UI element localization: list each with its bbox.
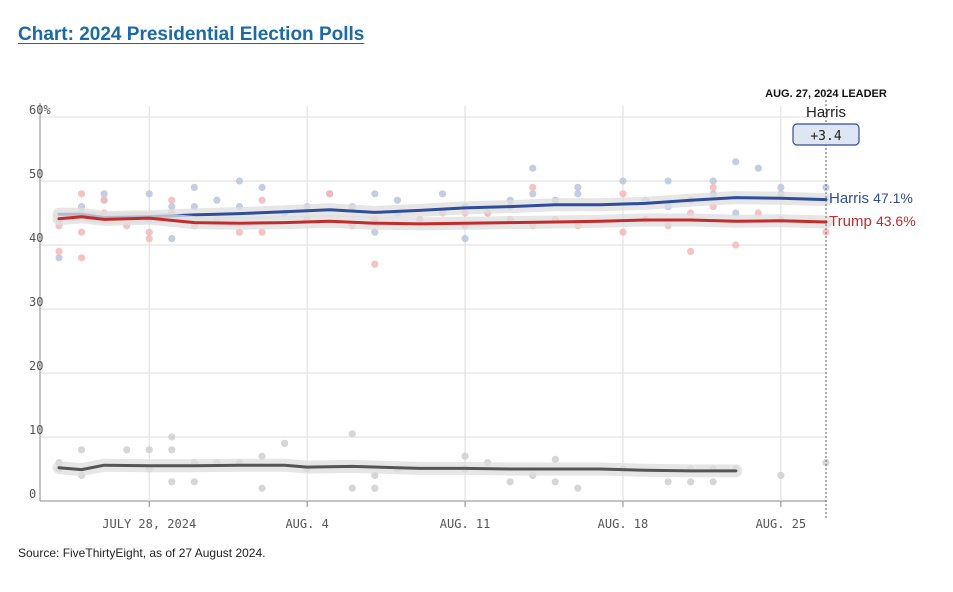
trump-end-label-name: Trump xyxy=(829,213,876,230)
harris-end-label: Harris 47.1% xyxy=(829,190,913,207)
kennedy-poll-point xyxy=(551,478,559,486)
harris-poll-point xyxy=(777,183,785,191)
harris-poll-point xyxy=(393,196,401,204)
x-tick-label: AUG. 25 xyxy=(756,517,807,531)
kennedy-poll-point xyxy=(461,452,469,460)
trump-end-label: Trump 43.6% xyxy=(829,213,916,230)
harris-poll-point xyxy=(732,158,740,166)
harris-end-label-value: 47.1% xyxy=(873,190,913,206)
trump-poll-point xyxy=(619,190,627,198)
trump-poll-point xyxy=(77,254,86,262)
trump-poll-point xyxy=(709,183,717,191)
y-tick-label: 40 xyxy=(29,231,43,245)
kennedy-poll-point xyxy=(709,478,717,486)
trend-lines xyxy=(52,191,833,478)
harris-poll-point xyxy=(619,177,627,185)
y-tick-label: 60% xyxy=(29,103,51,117)
kennedy-poll-point xyxy=(777,471,785,479)
kennedy-poll-point xyxy=(145,446,153,454)
kennedy-poll-point xyxy=(371,484,379,492)
leader-margin-badge xyxy=(792,123,860,146)
harris-poll-point xyxy=(213,196,221,204)
kennedy-poll-point xyxy=(168,433,176,441)
x-axis: JULY 28, 2024 AUG. 4 AUG. 11 AUG. 18 AUG. 25 xyxy=(102,517,806,531)
harris-poll-point xyxy=(664,177,672,185)
trump-poll-point xyxy=(732,241,740,249)
kennedy-average-line xyxy=(57,463,738,473)
harris-poll-point xyxy=(235,177,244,185)
harris-end-label-name: Harris xyxy=(829,190,873,207)
trump-poll-point xyxy=(326,190,334,198)
harris-poll-point xyxy=(100,190,108,198)
trump-poll-point xyxy=(235,228,244,236)
harris-poll-point xyxy=(258,183,266,191)
harris-poll-point xyxy=(168,235,176,243)
trump-poll-point xyxy=(100,196,108,204)
x-tick-label: AUG. 4 xyxy=(285,517,328,531)
kennedy-poll-point xyxy=(77,446,86,454)
harris-poll-point xyxy=(754,164,762,172)
kennedy-poll-point xyxy=(190,478,198,486)
kennedy-poll-point xyxy=(348,484,356,492)
harris-poll-point xyxy=(461,235,469,243)
kennedy-poll-point xyxy=(551,455,559,463)
kennedy-poll-point xyxy=(280,439,289,447)
x-tick-label: AUG. 11 xyxy=(440,517,491,531)
harris-poll-point xyxy=(529,190,537,198)
harris-poll-point xyxy=(574,190,582,198)
chart-title[interactable]: Chart: 2024 Presidential Election Polls xyxy=(18,24,365,45)
harris-poll-point xyxy=(371,228,379,236)
trump-poll-point xyxy=(77,190,86,198)
trump-end-label-value: 43.6% xyxy=(876,213,916,229)
leader-margin: +3.4 xyxy=(810,129,841,144)
trump-poll-point xyxy=(77,228,86,236)
y-tick-label: 50 xyxy=(29,167,43,181)
kennedy-poll-point xyxy=(123,446,131,454)
kennedy-poll-point xyxy=(258,484,266,492)
poll-chart: 0 10 20 30 40 50 60% JULY 28, 2024 AUG. 4 AUG. 1… xyxy=(29,88,916,531)
leader-name: Harris xyxy=(806,104,846,121)
kennedy-poll-point xyxy=(168,446,176,454)
harris-poll-point xyxy=(168,203,176,211)
trump-poll-point xyxy=(619,228,627,236)
x-tick-label: JULY 28, 2024 xyxy=(102,517,196,531)
harris-poll-point xyxy=(529,164,537,172)
kennedy-poll-point xyxy=(687,478,695,486)
grid xyxy=(39,103,826,507)
harris-poll-point xyxy=(55,254,63,262)
leader-header: AUG. 27, 2024 LEADER xyxy=(765,88,887,100)
kennedy-poll-point xyxy=(506,478,514,486)
y-tick-label: 10 xyxy=(29,423,43,437)
trump-poll-point xyxy=(371,260,379,268)
trump-poll-point xyxy=(258,196,266,204)
trump-poll-point xyxy=(529,183,537,191)
y-axis: 0 10 20 30 40 50 60% xyxy=(29,103,51,501)
y-tick-label: 0 xyxy=(29,487,36,501)
harris-poll-point xyxy=(438,190,447,198)
y-tick-label: 30 xyxy=(29,295,43,309)
trump-poll-point xyxy=(168,196,176,204)
harris-poll-point xyxy=(709,177,717,185)
trump-poll-point xyxy=(145,235,153,243)
kennedy-poll-point xyxy=(168,478,176,486)
harris-poll-point xyxy=(574,183,582,191)
kennedy-poll-point xyxy=(574,484,582,492)
trump-poll-point xyxy=(258,228,266,236)
kennedy-poll-point xyxy=(348,430,356,438)
trump-poll-point xyxy=(55,247,63,255)
source-note: Source: FiveThirtyEight, as of 27 August… xyxy=(18,546,266,560)
trump-poll-point xyxy=(687,247,695,255)
y-tick-label: 20 xyxy=(29,359,43,373)
kennedy-poll-point xyxy=(664,478,672,486)
harris-poll-point xyxy=(371,190,379,198)
trump-poll-point xyxy=(145,228,153,236)
x-tick-label: AUG. 18 xyxy=(598,517,649,531)
trump-average-line xyxy=(57,215,828,226)
kennedy-poll-point xyxy=(822,459,830,467)
kennedy-poll-point xyxy=(258,452,266,460)
harris-poll-point xyxy=(190,183,198,191)
harris-poll-point xyxy=(822,183,830,191)
harris-poll-point xyxy=(145,190,153,198)
